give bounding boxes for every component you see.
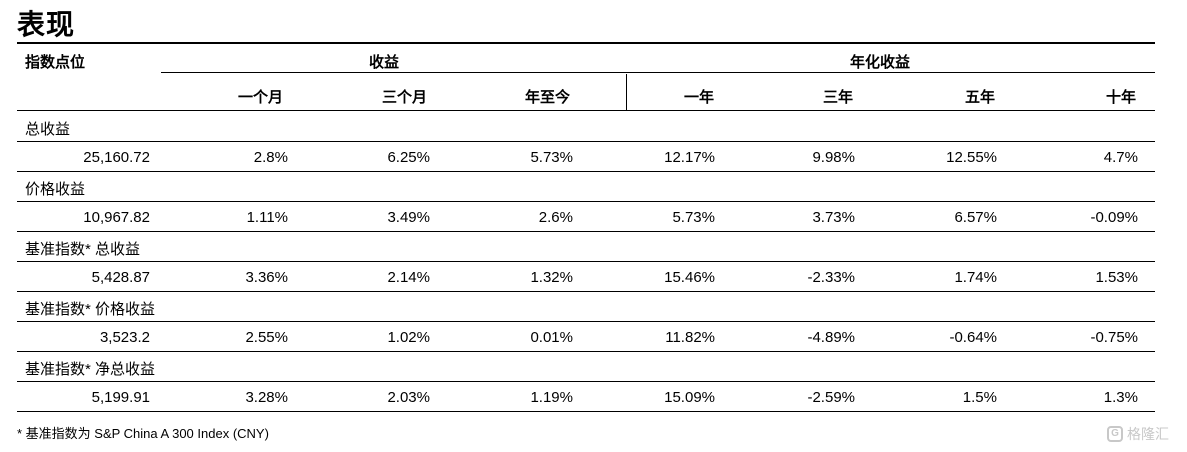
return-ytd: 1.32% (530, 269, 573, 286)
return-5y: 1.5% (962, 389, 997, 406)
return-5y: 6.57% (954, 209, 997, 226)
row-rule (17, 261, 1155, 262)
table-top-rule (17, 42, 1155, 44)
return-10y: 4.7% (1103, 149, 1138, 166)
table-bottom-rule (17, 411, 1155, 412)
index-level-value: 5,199.91 (91, 389, 150, 406)
return-5y: 1.74% (954, 269, 997, 286)
header-period-3m: 三个月 (382, 89, 428, 106)
footnote: * 基准指数为 S&P China A 300 Index (CNY) (17, 426, 269, 441)
return-ytd: 2.6% (538, 209, 573, 226)
return-5y: 12.55% (946, 149, 997, 166)
row-rule (17, 381, 1155, 382)
group-label-benchmark-net-total-return: 基准指数* 净总收益 (25, 361, 156, 378)
return-10y: -0.09% (1090, 209, 1138, 226)
row-rule (17, 171, 1155, 172)
return-10y: -0.75% (1090, 329, 1138, 346)
return-1y: 12.17% (664, 149, 715, 166)
page-title: 表现 (17, 8, 76, 41)
return-ytd: 0.01% (530, 329, 573, 346)
return-3m: 3.49% (387, 209, 430, 226)
header-column-divider (626, 74, 627, 110)
return-3m: 2.03% (387, 389, 430, 406)
return-3m: 1.02% (387, 329, 430, 346)
return-1m: 3.28% (245, 389, 288, 406)
return-1y: 11.82% (665, 329, 715, 346)
return-3m: 6.25% (387, 149, 430, 166)
group-label-total-return: 总收益 (25, 121, 71, 138)
row-rule (17, 231, 1155, 232)
header-period-1y: 一年 (684, 89, 715, 106)
header-period-1m: 一个月 (238, 89, 284, 106)
return-3y: -2.59% (807, 389, 855, 406)
row-rule (17, 201, 1155, 202)
return-3y: 9.98% (812, 149, 855, 166)
return-1m: 2.8% (253, 149, 288, 166)
return-1y: 5.73% (672, 209, 715, 226)
return-3y: 3.73% (812, 209, 855, 226)
header-bottom-rule (17, 110, 1155, 111)
header-group-rule (161, 72, 1155, 73)
logo-icon: G (1107, 426, 1123, 442)
header-period-3y: 三年 (823, 89, 854, 106)
return-3y: -2.33% (807, 269, 855, 286)
watermark: G 格隆汇 (1107, 424, 1169, 444)
row-rule (17, 351, 1155, 352)
header-period-10y: 十年 (1106, 89, 1137, 106)
index-level-value: 3,523.2 (99, 329, 150, 346)
index-level-value: 25,160.72 (83, 149, 150, 166)
return-5y: -0.64% (949, 329, 997, 346)
row-rule (17, 321, 1155, 322)
watermark-text: 格隆汇 (1127, 426, 1169, 442)
header-returns: 收益 (369, 54, 400, 71)
header-period-ytd: 年至今 (525, 89, 571, 106)
header-annualized: 年化收益 (850, 54, 911, 71)
return-1m: 3.36% (245, 269, 288, 286)
index-level-value: 10,967.82 (83, 209, 150, 226)
return-ytd: 5.73% (530, 149, 573, 166)
return-1y: 15.46% (664, 269, 715, 286)
return-3y: -4.89% (807, 329, 855, 346)
return-10y: 1.3% (1103, 389, 1138, 406)
return-1y: 15.09% (664, 389, 715, 406)
group-label-benchmark-total-return: 基准指数* 总收益 (25, 241, 141, 258)
header-period-5y: 五年 (965, 89, 996, 106)
return-10y: 1.53% (1095, 269, 1138, 286)
return-3m: 2.14% (387, 269, 430, 286)
row-rule (17, 291, 1155, 292)
group-label-benchmark-price-return: 基准指数* 价格收益 (25, 301, 156, 318)
group-label-price-return: 价格收益 (25, 181, 86, 198)
return-1m: 1.11% (246, 209, 288, 226)
index-level-value: 5,428.87 (91, 269, 150, 286)
row-rule (17, 141, 1155, 142)
return-ytd: 1.19% (530, 389, 573, 406)
return-1m: 2.55% (245, 329, 288, 346)
header-index-level: 指数点位 (25, 54, 86, 71)
